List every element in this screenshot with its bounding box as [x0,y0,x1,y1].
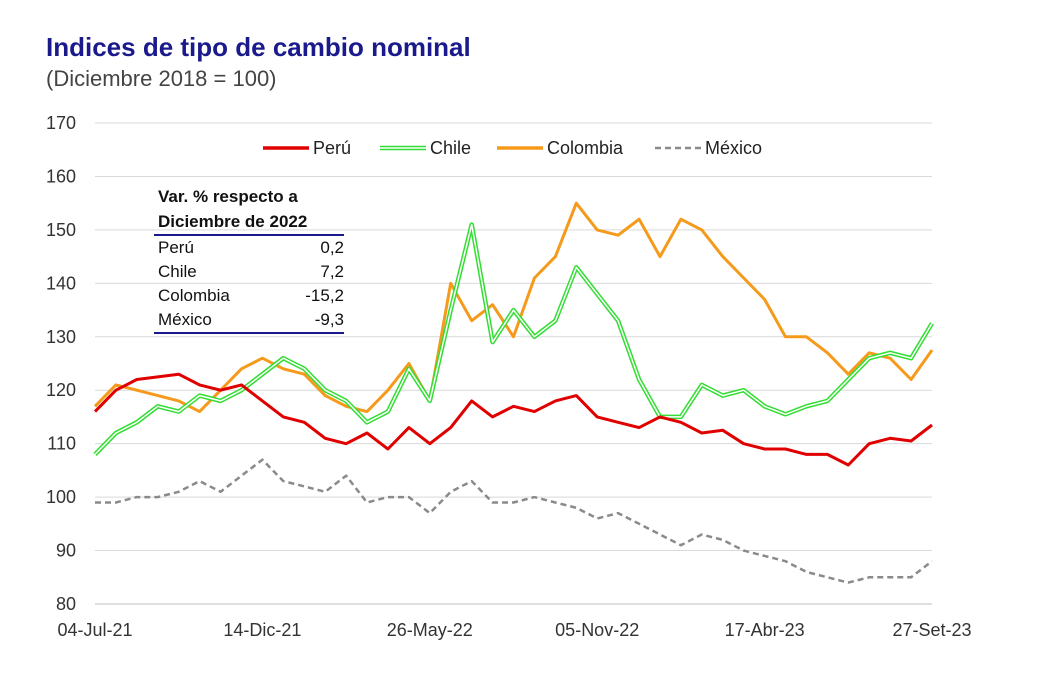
table-row-value: 7,2 [320,262,344,281]
x-tick-label: 14-Dic-21 [223,620,301,640]
table-row-peru: Perú 0,2 [158,236,344,260]
y-tick-label: 150 [46,220,76,240]
legend-item-2: Colombia [497,138,624,158]
series-1-line [93,222,934,456]
series-line [95,458,933,584]
legend-label: Perú [313,138,351,158]
y-tick-label: 90 [56,541,76,561]
y-tick-label: 110 [47,434,76,454]
table-row-label: Perú [158,238,194,257]
series-lines [93,201,934,584]
y-tick-label: 120 [46,380,76,400]
x-tick-label: 26-May-22 [387,620,473,640]
table-header-1: Var. % respecto a [158,187,298,206]
y-tick-label: 130 [46,327,76,347]
series-0-line [93,372,933,467]
table-row-value: -9,3 [314,310,344,329]
table-header-2: Diciembre de 2022 [154,209,344,236]
x-axis: 04-Jul-21 14-Dic-21 26-May-22 05-Nov-22 17-A… [57,620,971,640]
legend-label: Colombia [547,138,624,158]
legend: Perú Chile Colombia México [263,138,762,158]
table-row-label: Chile [158,262,197,281]
series-line-inner [94,223,933,455]
y-axis: 80 90 100 110 120 130 140 150 160 170 [46,113,76,614]
series-3-line [95,458,933,584]
y-tick-label: 170 [46,113,76,133]
series-line [93,201,934,414]
y-tick-label: 160 [46,166,76,186]
table-row-mexico: México -9,3 [154,308,344,334]
table-row-value: 0,2 [320,238,344,257]
chart-title: Indices de tipo de cambio nominal [46,32,471,62]
legend-label: Chile [430,138,471,158]
y-tick-label: 140 [46,273,76,293]
series-2-line [93,201,934,414]
series-line [93,372,933,467]
legend-item-0: Perú [263,138,351,158]
chart-subtitle: (Diciembre 2018 = 100) [46,66,277,91]
grid-lines [95,122,932,605]
legend-item-1: Chile [380,138,471,158]
legend-item-3: México [655,138,762,158]
x-tick-label: 04-Jul-21 [57,620,132,640]
variation-table: Var. % respecto a Diciembre de 2022 Perú… [154,184,344,334]
x-tick-label: 27-Set-23 [892,620,971,640]
table-row-label: México [158,310,212,329]
table-row-chile: Chile 7,2 [158,260,344,284]
y-tick-label: 80 [56,594,76,614]
table-row-colombia: Colombia -15,2 [158,284,344,308]
table-row-label: Colombia [158,286,230,305]
legend-label: México [705,138,762,158]
table-row-value: -15,2 [305,286,344,305]
x-tick-label: 05-Nov-22 [555,620,639,640]
y-tick-label: 100 [46,487,76,507]
x-tick-label: 17-Abr-23 [725,620,805,640]
